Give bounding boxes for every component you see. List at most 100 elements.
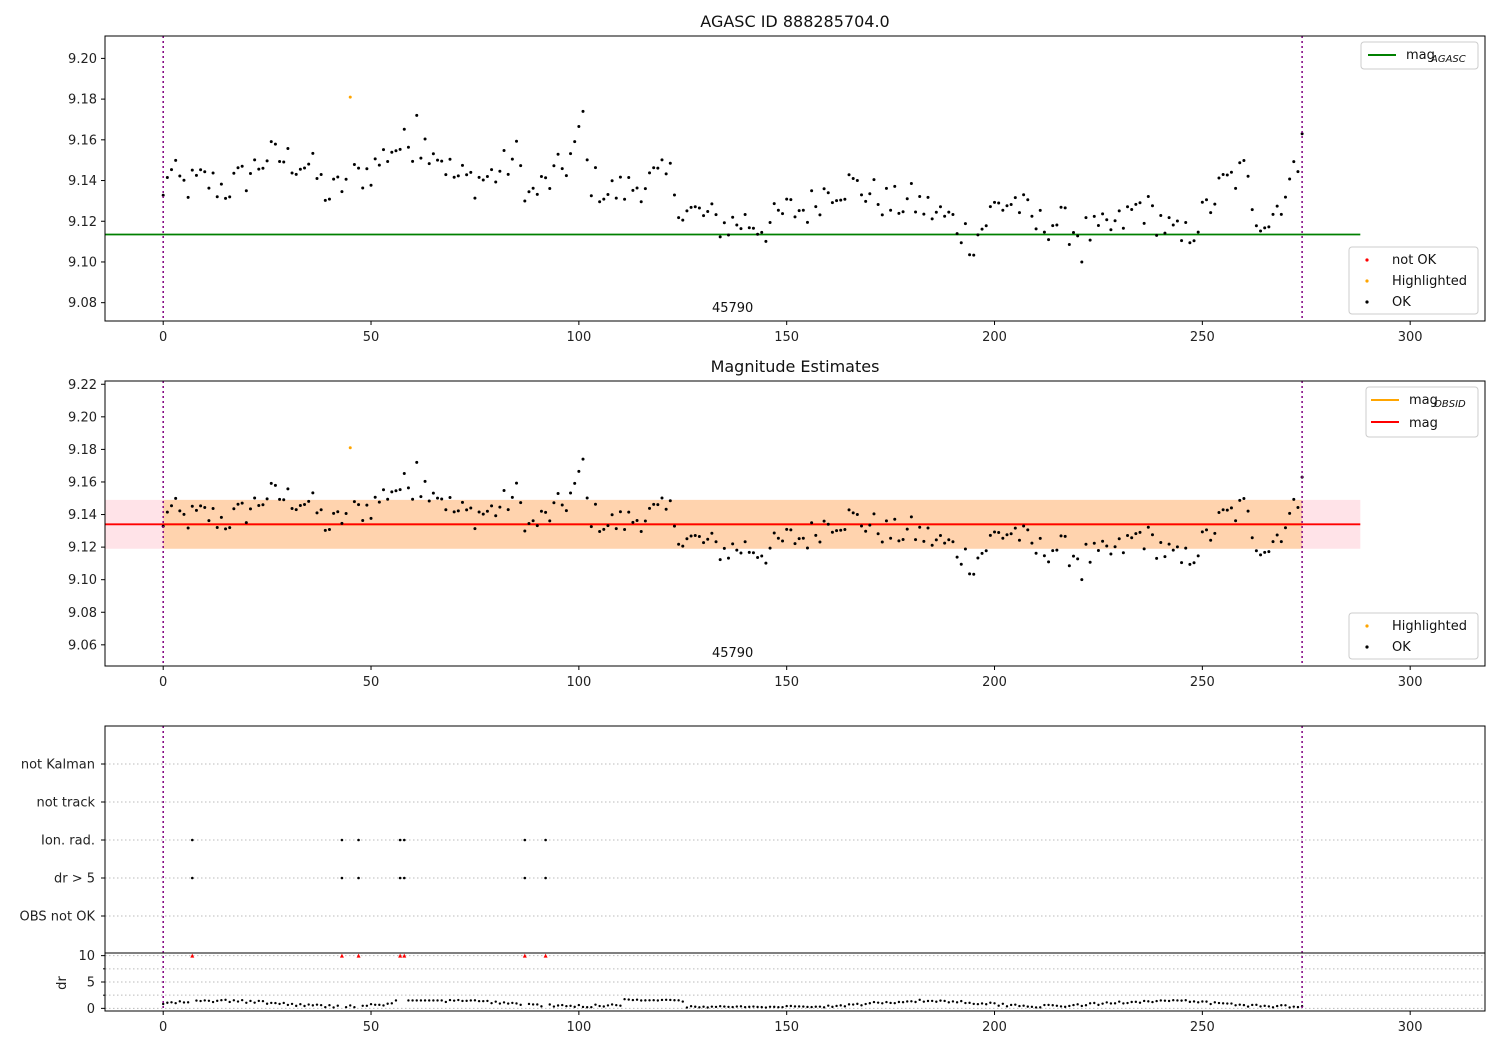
dr-point [922, 1000, 926, 1003]
ok-point [1229, 506, 1233, 510]
ok-point [1221, 508, 1225, 512]
ok-point [968, 253, 972, 257]
dr-point [814, 1005, 817, 1008]
ok-point [1163, 555, 1167, 559]
dr-point [918, 998, 921, 1002]
ok-point [835, 199, 839, 203]
ok-point [419, 156, 423, 160]
ok-point [560, 167, 564, 171]
ok-point [452, 510, 456, 514]
highlighted-point [348, 95, 352, 99]
dr-point [307, 1003, 310, 1006]
dr-point [1184, 999, 1187, 1002]
ok-point [224, 527, 228, 531]
ok-point [1109, 552, 1113, 556]
dr-point [648, 999, 651, 1002]
dr-point [373, 1003, 377, 1006]
ok-point [1234, 519, 1238, 523]
ok-point [1130, 207, 1134, 211]
ok-point [332, 177, 336, 181]
ok-point [190, 504, 194, 508]
dr-point [211, 1000, 215, 1004]
flag-row-label: not Kalman [21, 758, 95, 773]
ok-point [394, 489, 398, 493]
ok-point [1213, 202, 1217, 206]
ok-point [573, 481, 577, 485]
ok-point [934, 210, 938, 214]
ok-point [269, 140, 273, 144]
ok-point [643, 187, 647, 191]
ok-point [718, 558, 722, 562]
dr-point [353, 1006, 356, 1009]
ok-point [656, 503, 660, 507]
ok-point [481, 512, 485, 516]
ok-point [386, 497, 390, 501]
x-tick-label: 300 [1398, 330, 1423, 345]
y-tick-label: 9.08 [68, 296, 97, 311]
ok-point [498, 505, 502, 509]
dr-point [590, 1005, 593, 1009]
dr-point [1234, 1004, 1237, 1007]
ok-point [523, 529, 527, 533]
ok-point [415, 460, 419, 464]
dr-point [1188, 1000, 1192, 1004]
ok-point [1238, 161, 1242, 165]
ok-point [369, 516, 373, 520]
ok-point [1026, 528, 1030, 532]
ok-point [685, 209, 689, 213]
ok-point [1171, 223, 1175, 227]
dr-point [270, 1001, 273, 1005]
dr-point [1001, 1002, 1005, 1005]
ok-point [897, 211, 901, 215]
ok-point [569, 491, 573, 495]
ok-point [1055, 548, 1059, 552]
ok-point [672, 193, 676, 197]
ok-point [652, 166, 656, 170]
ok-point [402, 472, 406, 476]
ok-point [406, 145, 410, 149]
ok-point [697, 206, 701, 210]
ok-point [548, 519, 552, 523]
ok-point [448, 496, 452, 500]
flag-point [544, 838, 547, 842]
ok-point [826, 522, 830, 526]
ok-point [722, 546, 726, 550]
ok-point [1263, 226, 1267, 230]
dr-point [253, 1001, 256, 1004]
ok-point [889, 208, 893, 212]
dr-point [332, 1006, 335, 1009]
ok-point [352, 162, 356, 166]
y-tick-label: 9.18 [68, 443, 97, 458]
ok-point [473, 196, 477, 200]
dr-point [1126, 1001, 1129, 1005]
ok-point [390, 490, 394, 494]
ok-point [635, 518, 639, 522]
ok-point [1171, 548, 1175, 552]
dr-point [1159, 999, 1162, 1002]
ok-point [1001, 208, 1005, 212]
ok-point [1126, 534, 1130, 538]
legend-highlighted: Highlighted [1392, 274, 1467, 289]
dr-point [689, 1005, 693, 1008]
ok-point [1088, 560, 1092, 564]
ok-point [714, 540, 718, 544]
x-tick-label: 0 [159, 675, 167, 690]
ok-point [1096, 223, 1100, 227]
ok-point [963, 222, 967, 226]
dr-point [1101, 1002, 1104, 1005]
ok-point [1109, 228, 1113, 232]
dr-point [407, 999, 410, 1002]
dr-point [872, 1000, 876, 1004]
ok-point [868, 192, 872, 196]
dr-point [864, 1002, 867, 1006]
flag-point [402, 876, 406, 880]
dr-point [673, 999, 676, 1002]
ok-point [1005, 204, 1009, 208]
dr-point [1022, 1004, 1025, 1007]
x-tick-label: 50 [363, 675, 380, 690]
ok-point [465, 173, 469, 177]
ok-point [190, 168, 194, 172]
ok-point [1117, 537, 1121, 541]
ok-point [1059, 534, 1063, 538]
dr-point [951, 1000, 955, 1003]
